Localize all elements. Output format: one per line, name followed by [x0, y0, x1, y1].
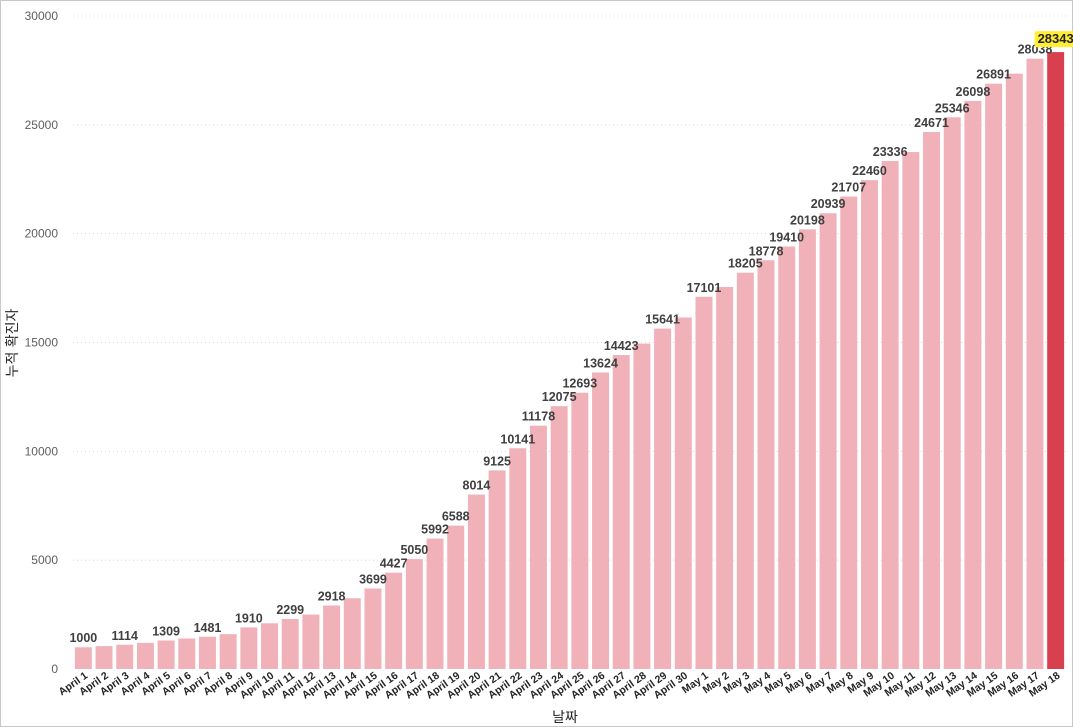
data-label: 22460: [852, 164, 887, 178]
bar: [550, 406, 568, 669]
data-label: 1309: [152, 625, 180, 639]
bar: [261, 623, 279, 669]
bar: [385, 572, 403, 669]
bar: [923, 131, 941, 669]
bar: [529, 425, 547, 669]
bar: [633, 343, 651, 669]
y-tick-label: 15000: [25, 336, 59, 350]
bar: [281, 618, 299, 669]
bar: [736, 272, 754, 669]
bar: [136, 642, 154, 669]
bar: [426, 538, 444, 669]
bar: [1047, 52, 1065, 669]
data-label: 5050: [400, 543, 428, 557]
bar: [860, 180, 878, 669]
y-tick-label: 5000: [31, 553, 58, 567]
data-label: 18205: [728, 257, 763, 271]
data-label: 23336: [873, 145, 908, 159]
y-tick-label: 30000: [25, 9, 59, 23]
bar: [405, 559, 423, 669]
data-label: 21707: [831, 181, 866, 195]
bar: [116, 644, 134, 669]
data-label: 15641: [645, 313, 680, 327]
data-label: 17101: [687, 281, 722, 295]
data-labels: 1000 1114 1309 1481 1910 2299 2918 369944275050…: [69, 31, 1073, 645]
bar: [943, 117, 961, 669]
data-label: 18778: [749, 244, 784, 258]
bar: [467, 494, 485, 669]
data-label: 1910: [235, 611, 263, 625]
data-label: 26891: [976, 68, 1011, 82]
data-label: 5992: [421, 523, 449, 537]
bar: [674, 317, 692, 669]
bar: [74, 647, 92, 669]
bars: [74, 52, 1065, 670]
data-label: 4427: [380, 557, 408, 571]
bar: [798, 229, 816, 669]
bar: [240, 627, 258, 669]
x-axis-title: 날짜: [552, 710, 578, 726]
data-label: 12075: [542, 390, 577, 404]
data-label: 19410: [769, 231, 804, 245]
bar: [964, 100, 982, 669]
y-axis-title: 누적 확진자: [5, 308, 21, 377]
y-axis-ticks: 0 5000 10000 15000 20000 25000 30000: [25, 9, 59, 676]
data-label: 28343: [1038, 31, 1073, 46]
bar: [323, 605, 341, 669]
bar: [302, 614, 320, 669]
data-label: 3699: [359, 572, 387, 586]
bar: [985, 83, 1003, 670]
bar: [178, 638, 196, 669]
y-tick-label: 20000: [25, 227, 59, 241]
data-label: 12693: [562, 377, 597, 391]
bar: [1026, 58, 1044, 670]
bar: [571, 392, 589, 669]
data-label: 24671: [914, 116, 949, 130]
bar: [364, 588, 382, 669]
data-label: 13624: [583, 356, 618, 370]
bar: [654, 328, 672, 669]
bar: [778, 246, 796, 669]
data-label: 10141: [500, 432, 535, 446]
bar: [695, 296, 713, 669]
data-label: 2299: [276, 603, 304, 617]
bar: [840, 196, 858, 669]
gridlines: [73, 15, 1066, 561]
data-label: 8014: [463, 479, 491, 493]
bar: [488, 470, 506, 669]
bar: [757, 260, 775, 669]
data-label: 1481: [194, 621, 222, 635]
bar: [157, 640, 175, 669]
data-label: 20198: [790, 213, 825, 227]
bar: [612, 355, 630, 669]
bar: [198, 636, 216, 669]
bar: [219, 634, 237, 669]
bar: [1005, 73, 1023, 670]
bar: [509, 448, 527, 669]
highlight-label-bg: [1034, 31, 1073, 48]
data-label: 14423: [604, 339, 639, 353]
y-tick-label: 25000: [25, 118, 59, 132]
bar: [819, 213, 837, 669]
data-label: 2918: [318, 589, 346, 603]
data-label: 11178: [522, 410, 555, 424]
data-label: 25346: [935, 101, 970, 115]
y-tick-label: 10000: [25, 444, 59, 458]
data-label: 26098: [956, 85, 991, 99]
bar: [902, 152, 920, 669]
data-label: 6588: [442, 510, 470, 524]
bar: [592, 372, 610, 669]
y-tick-label: 0: [51, 662, 58, 676]
bar: [343, 598, 361, 669]
bar: [881, 161, 899, 669]
data-label: 1114: [112, 629, 138, 643]
bar: [447, 525, 465, 669]
data-label: 1000: [69, 631, 97, 645]
bar: [716, 286, 734, 669]
data-label: 20939: [811, 197, 846, 211]
bar: [95, 646, 113, 669]
data-label: 9125: [483, 454, 511, 468]
